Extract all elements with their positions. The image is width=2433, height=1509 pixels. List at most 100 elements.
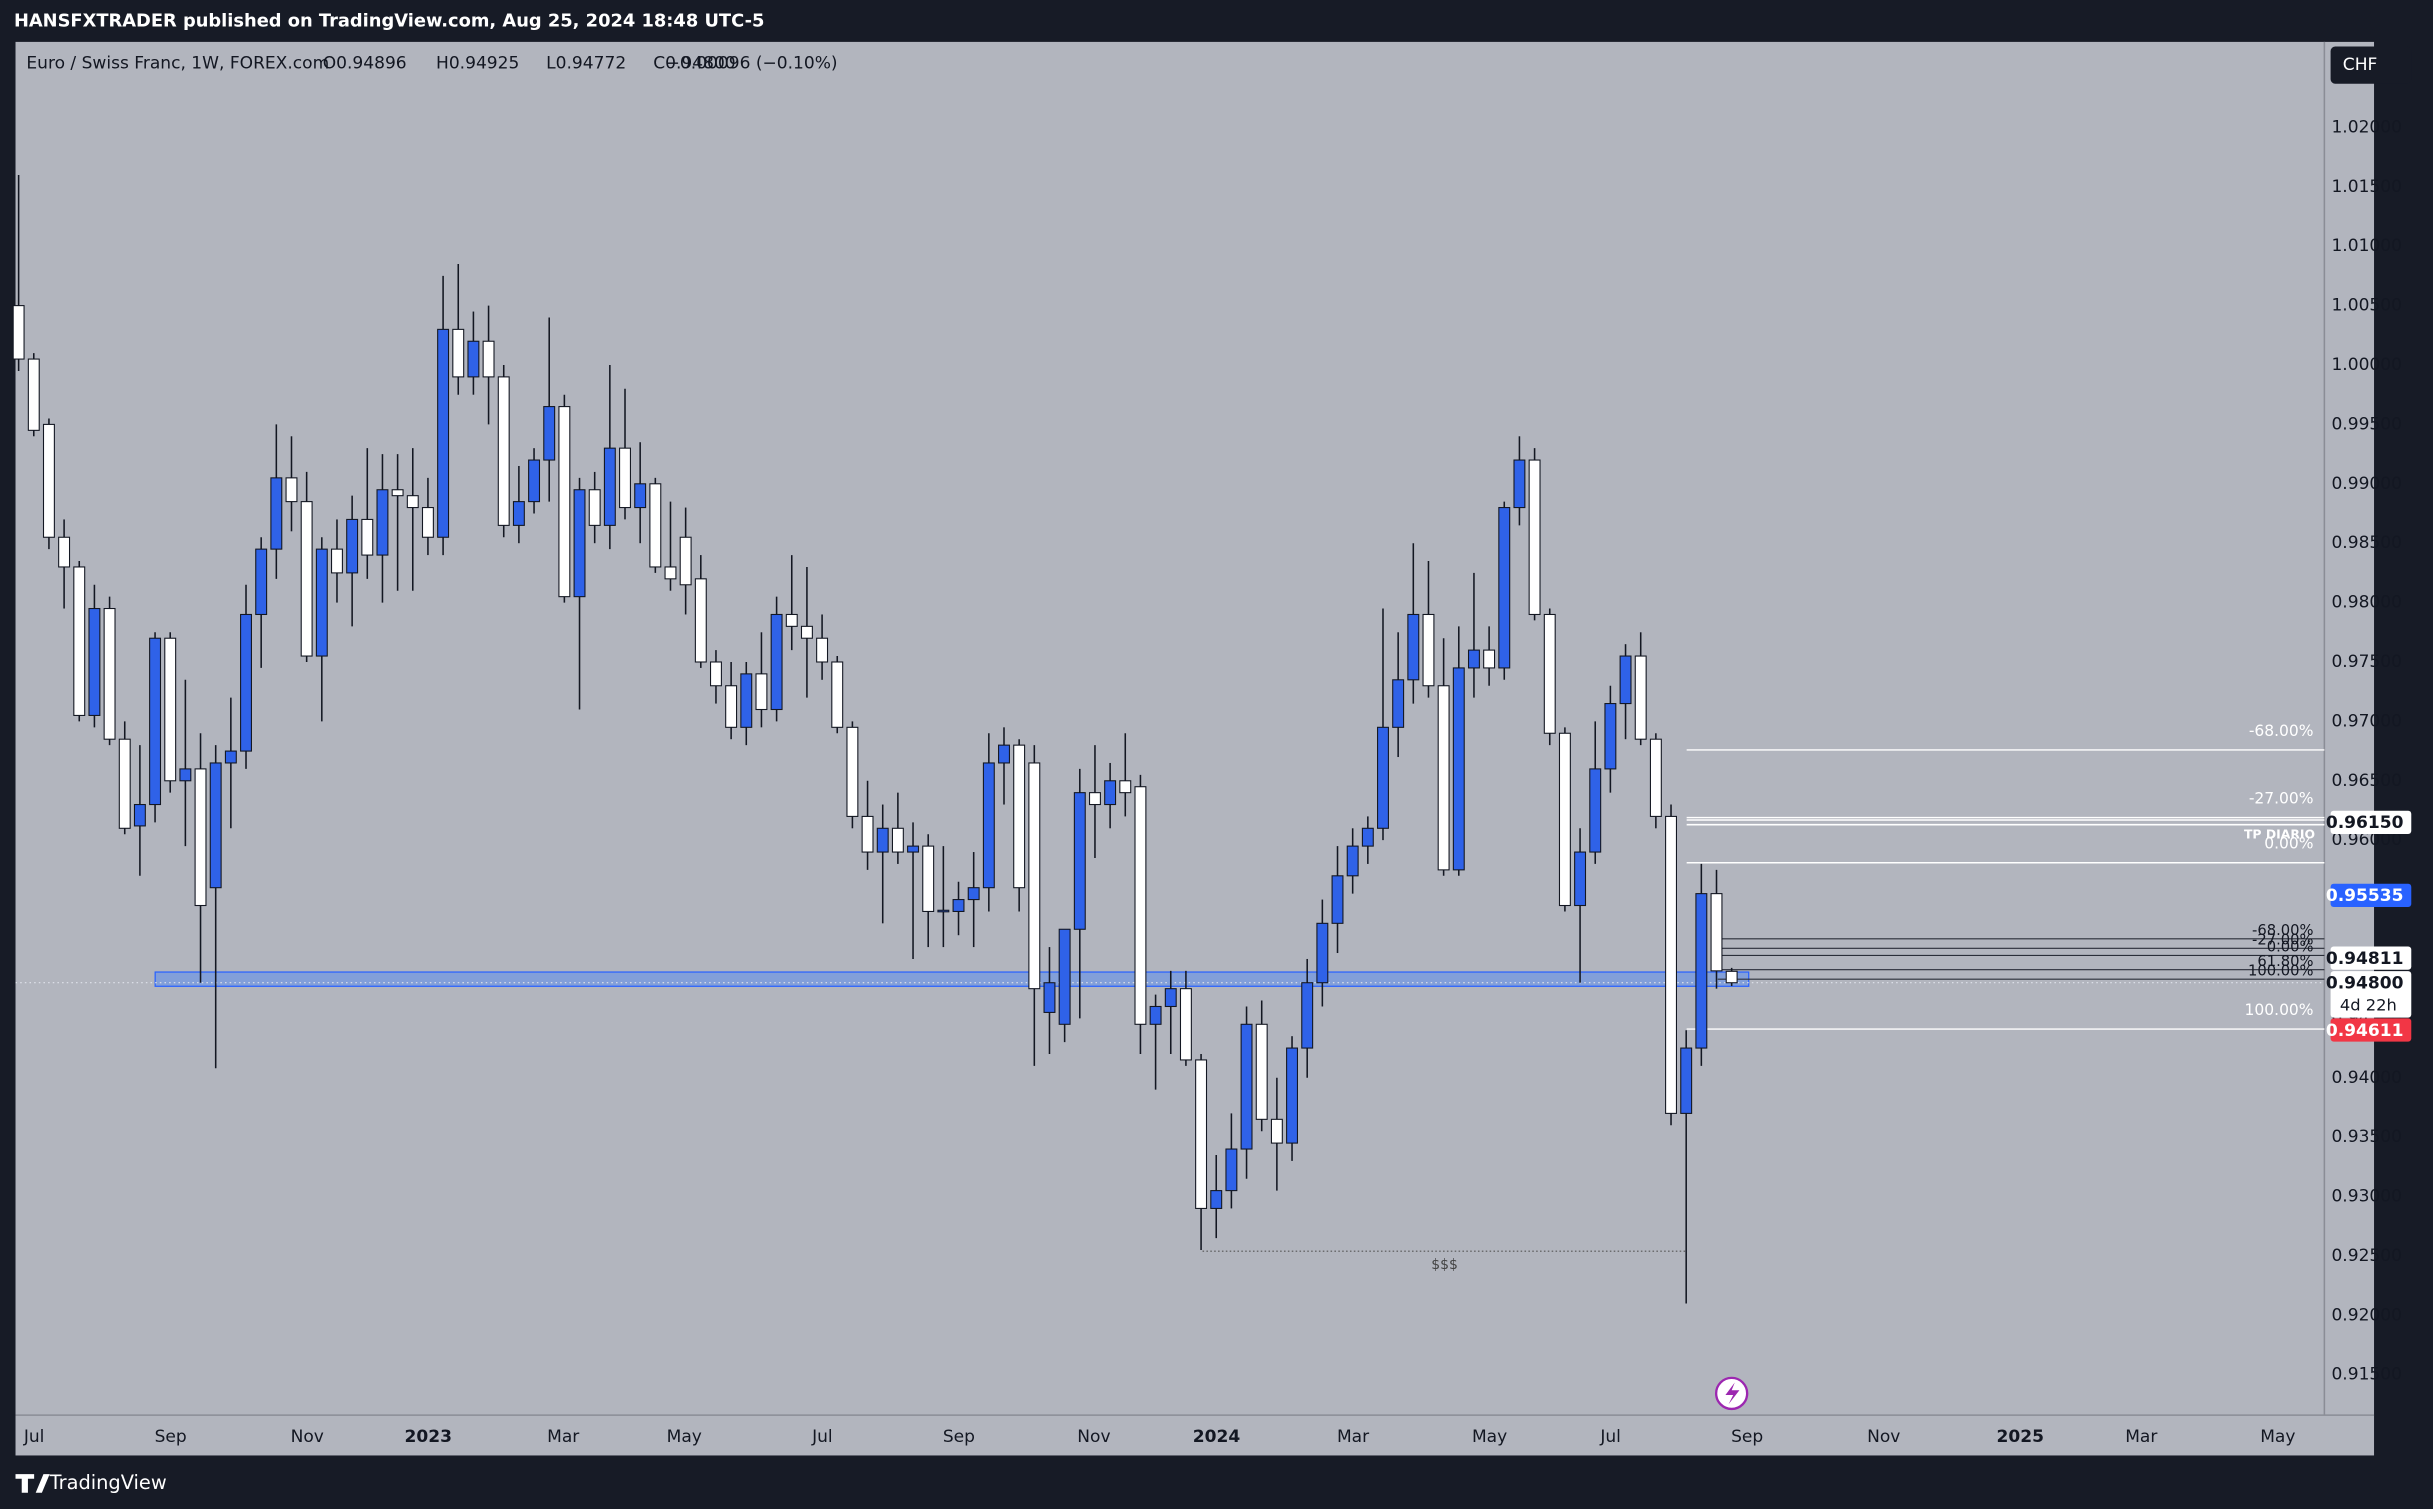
candle-body: [1119, 780, 1132, 794]
legend: Euro / Swiss Franc, 1W, FOREX.com O0.948…: [26, 54, 837, 74]
fib-label: -68.00%: [2249, 722, 2314, 740]
candle-body: [270, 477, 283, 550]
candle-body: [982, 762, 995, 889]
y-tick-label: 0.93000: [2331, 1187, 2401, 1207]
x-tick-label: Mar: [2125, 1427, 2158, 1447]
fib-small-label: 100.00%: [2248, 962, 2314, 979]
candle-body: [88, 607, 101, 716]
tp-label: TP DIARIO: [2244, 826, 2315, 841]
candle-body: [528, 459, 541, 503]
y-tick-label: 0.97000: [2331, 711, 2401, 731]
price-badge-label: 0.94611: [2326, 1021, 2404, 1041]
candle-body: [952, 899, 965, 912]
x-tick-label: May: [2260, 1427, 2295, 1447]
x-tick-label: May: [1472, 1427, 1507, 1447]
candle-body: [1710, 893, 1723, 972]
x-tick-label: Jul: [811, 1427, 833, 1447]
candle-body: [42, 423, 55, 538]
candle-body: [179, 768, 192, 782]
fib-label: 0.00%: [2264, 835, 2313, 853]
liquidity-label: $$$: [1431, 1257, 1458, 1273]
candle-body: [58, 536, 71, 568]
candle-body: [1695, 893, 1708, 1049]
y-tick-label: 1.02000: [2331, 117, 2401, 137]
candle-body: [588, 489, 601, 526]
x-tick-label: Nov: [291, 1427, 324, 1447]
candle-body: [1225, 1148, 1238, 1192]
publisher: HANSFXTRADER published on TradingView.co…: [14, 11, 764, 32]
candle-body: [922, 845, 935, 912]
candle-body: [133, 803, 146, 827]
candle-body: [1210, 1190, 1223, 1209]
ohlc-value: H0.94925: [436, 54, 519, 74]
candle-body: [1270, 1118, 1283, 1144]
price-badge-label: 0.95535: [2326, 886, 2404, 906]
price-badge-label: 0.96150: [2326, 813, 2404, 833]
candle-body: [1104, 780, 1117, 806]
candle-body: [1255, 1023, 1268, 1120]
y-tick-label: 0.96500: [2331, 771, 2401, 791]
candle-body: [543, 406, 556, 461]
flash-glyph: [1725, 1382, 1740, 1405]
candle-body: [1377, 726, 1389, 829]
candle-body: [861, 815, 874, 853]
candle-body: [300, 501, 313, 657]
fib-small-label: -27.00%: [2252, 932, 2313, 949]
candle-body: [1528, 459, 1541, 616]
price-badge: [2330, 971, 2412, 1018]
candle-body: [1543, 613, 1556, 734]
candle-body: [285, 477, 298, 503]
candle-body: [224, 750, 237, 764]
y-tick-label: 0.91500: [2331, 1365, 2401, 1385]
fib-label: 100.00%: [2245, 1001, 2314, 1019]
price-badge: [2330, 946, 2412, 970]
candle-body: [1028, 762, 1041, 990]
candle-body: [1498, 507, 1511, 669]
candle-body: [1013, 744, 1026, 889]
candle-body: [1574, 851, 1587, 907]
candle-body: [1452, 667, 1465, 871]
price-badge: [2330, 810, 2412, 834]
fib-small-label: 61.80%: [2257, 953, 2313, 970]
candle-body: [164, 637, 177, 782]
candle-body: [391, 489, 404, 497]
y-tick-label: 0.94000: [2331, 1068, 2401, 1088]
candle-body: [467, 340, 480, 378]
candle-body: [1058, 928, 1071, 1025]
y-tick-label: 0.97500: [2331, 652, 2401, 672]
chart-area: [15, 41, 2375, 1456]
candle-body: [421, 507, 434, 538]
y-tick-label: 0.93500: [2331, 1127, 2401, 1147]
y-tick-label: 0.92000: [2331, 1305, 2401, 1325]
candle-body: [1164, 988, 1177, 1008]
candle-body: [603, 447, 616, 526]
x-tick-label: Nov: [1077, 1427, 1110, 1447]
currency-box[interactable]: [2330, 46, 2412, 84]
candle-body: [1407, 613, 1420, 681]
candle-body: [1043, 982, 1056, 1013]
fib-small-label: -68.00%: [2252, 922, 2313, 939]
candle-body: [1286, 1047, 1299, 1144]
x-tick-label: 2025: [1997, 1427, 2044, 1447]
candle-body: [1392, 679, 1405, 728]
candle-body: [149, 637, 162, 806]
candle-body: [73, 566, 86, 716]
candle-body: [709, 661, 722, 687]
candle-body: [255, 548, 268, 616]
x-tick-label: Jul: [23, 1427, 45, 1447]
candle-body: [1331, 875, 1344, 924]
y-tick-label: 0.96000: [2331, 830, 2401, 850]
ohlc-value: O0.94896: [323, 54, 407, 74]
candle-body: [1346, 845, 1359, 877]
candle-body: [406, 495, 419, 509]
x-tick-label: Mar: [1337, 1427, 1370, 1447]
candle-body: [649, 483, 662, 568]
candle-body: [1680, 1047, 1693, 1114]
candle-body: [103, 607, 116, 740]
candle-body: [437, 328, 450, 538]
candle-body: [1725, 970, 1738, 984]
candle-body: [967, 887, 980, 901]
symbol: Euro / Swiss Franc, 1W, FOREX.com: [26, 54, 329, 74]
